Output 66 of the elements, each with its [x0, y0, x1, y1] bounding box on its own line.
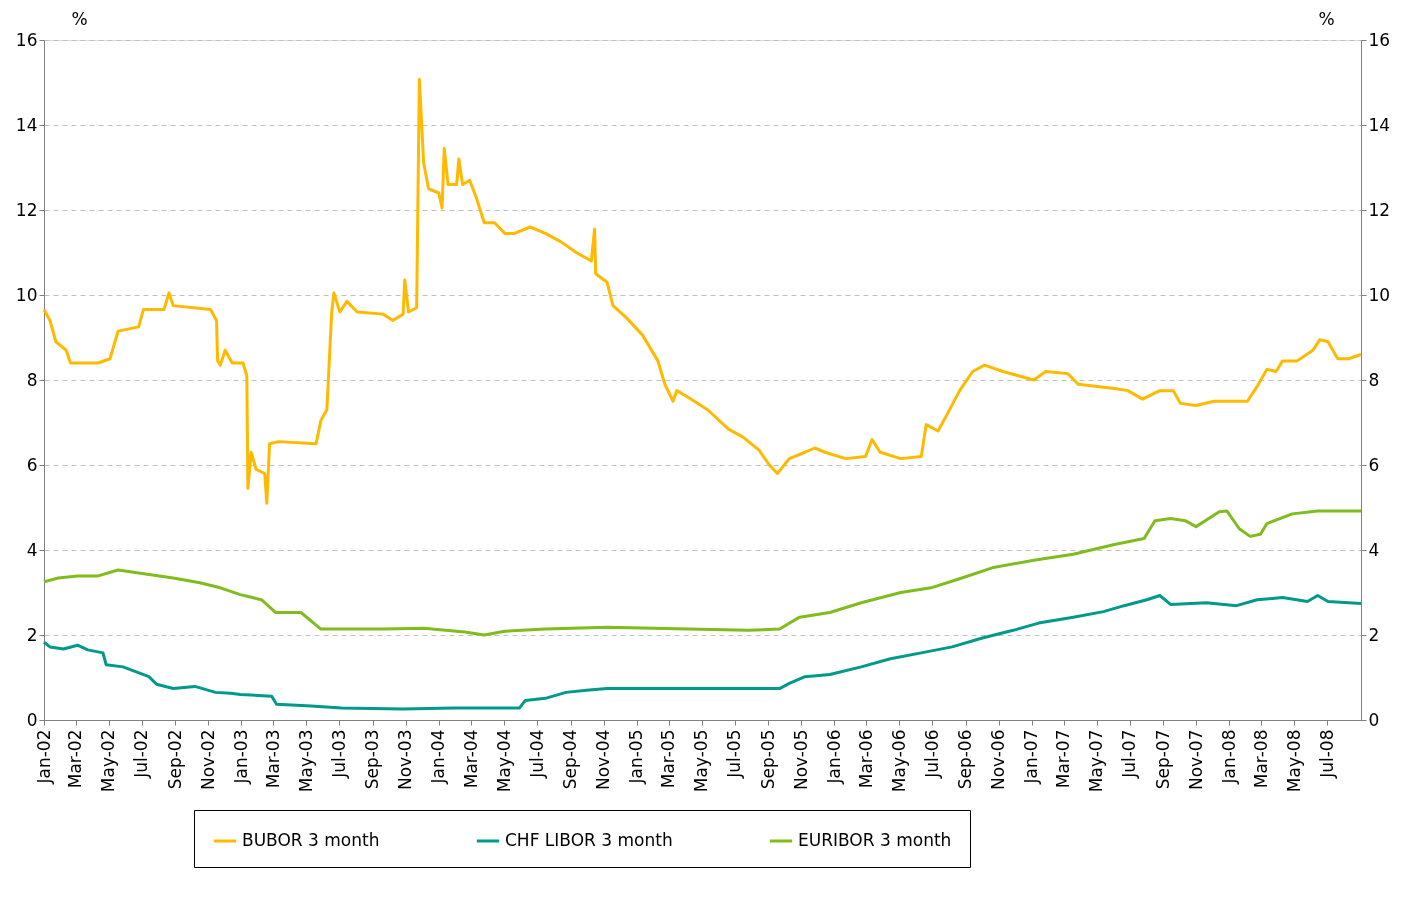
y-tick-label: 4 [26, 539, 38, 560]
y-tick-label: 2 [26, 624, 38, 645]
y2-tick-label: 4 [1368, 539, 1380, 560]
x-tick-label: May-04 [493, 729, 514, 793]
x-tick-label: May-08 [1283, 729, 1304, 793]
x-tick-label: Jul-05 [724, 729, 745, 779]
y2-tick-label: 8 [1368, 369, 1380, 390]
x-tick-label: Nov-04 [593, 729, 614, 790]
x-tick-label: Mar-03 [262, 729, 283, 789]
x-tick-label: Sep-07 [1152, 729, 1173, 790]
legend-label: CHF LIBOR 3 month [505, 830, 673, 850]
x-tick-label: Jul-03 [328, 729, 349, 779]
x-tick-label: Nov-06 [988, 729, 1009, 790]
line-series [42, 78, 1363, 505]
line-series [42, 593, 1363, 711]
y2-tick-label: 12 [1368, 199, 1391, 220]
x-tick-label: Jan-02 [33, 729, 54, 785]
x-tick-label: Jan-03 [230, 729, 251, 785]
x-tick-label: Mar-02 [65, 729, 86, 789]
y-axis-title: % [71, 8, 88, 29]
y-tick-label: 14 [15, 114, 38, 135]
x-tick-label: Mar-05 [658, 729, 679, 789]
y2-tick-label: 0 [1368, 709, 1380, 730]
y-tick-label: 0 [26, 709, 38, 730]
x-tick-label: Jul-08 [1316, 729, 1337, 779]
x-tick-label: Jul-06 [921, 729, 942, 779]
x-tick-label: Jul-04 [526, 729, 547, 779]
x-tick-label: Sep-02 [164, 729, 185, 790]
x-tick-label: Sep-05 [757, 729, 778, 790]
x-tick-label: Jan-07 [1021, 729, 1042, 785]
x-tick-label: Jan-04 [428, 729, 449, 785]
x-tick-label: Mar-04 [460, 729, 481, 789]
x-tick-label: Sep-04 [560, 729, 581, 790]
y-tick-label: 16 [15, 29, 38, 50]
legend-label: EURIBOR 3 month [798, 830, 952, 850]
y2-tick-label: 2 [1368, 624, 1380, 645]
x-tick-label: May-02 [98, 729, 119, 793]
x-tick-label: Mar-06 [855, 729, 876, 789]
y-tick-label: 10 [15, 284, 38, 305]
x-tick-label: Mar-08 [1250, 729, 1271, 789]
x-tick-label: May-05 [691, 729, 712, 793]
x-tick-label: May-03 [295, 729, 316, 793]
x-tick-label: Nov-07 [1185, 729, 1206, 790]
legend-label: BUBOR 3 month [242, 830, 380, 850]
x-tick-label: Jan-06 [823, 729, 844, 785]
x-tick-label: Nov-05 [790, 729, 811, 790]
y2-tick-label: 16 [1368, 29, 1391, 50]
x-tick-label: Jan-05 [626, 729, 647, 785]
x-tick-label: Nov-03 [395, 729, 416, 790]
y2-tick-label: 6 [1368, 454, 1380, 475]
x-tick-label: Sep-06 [955, 729, 976, 790]
y2-axis-title: % [1318, 8, 1335, 29]
x-tick-label: Nov-02 [197, 729, 218, 790]
x-tick-label: Jul-02 [131, 729, 152, 779]
y2-tick-label: 14 [1368, 114, 1391, 135]
x-tick-label: Jan-08 [1218, 729, 1239, 785]
y-tick-label: 6 [26, 454, 38, 475]
y-tick-label: 12 [15, 199, 38, 220]
x-tick-label: Sep-03 [362, 729, 383, 790]
x-tick-label: Jul-07 [1119, 729, 1140, 779]
y2-tick-label: 10 [1368, 284, 1391, 305]
y-tick-label: 8 [26, 369, 38, 390]
x-tick-label: Mar-07 [1053, 729, 1074, 789]
x-tick-label: May-07 [1086, 729, 1107, 793]
line-series [42, 509, 1363, 637]
x-tick-label: May-06 [888, 729, 909, 793]
